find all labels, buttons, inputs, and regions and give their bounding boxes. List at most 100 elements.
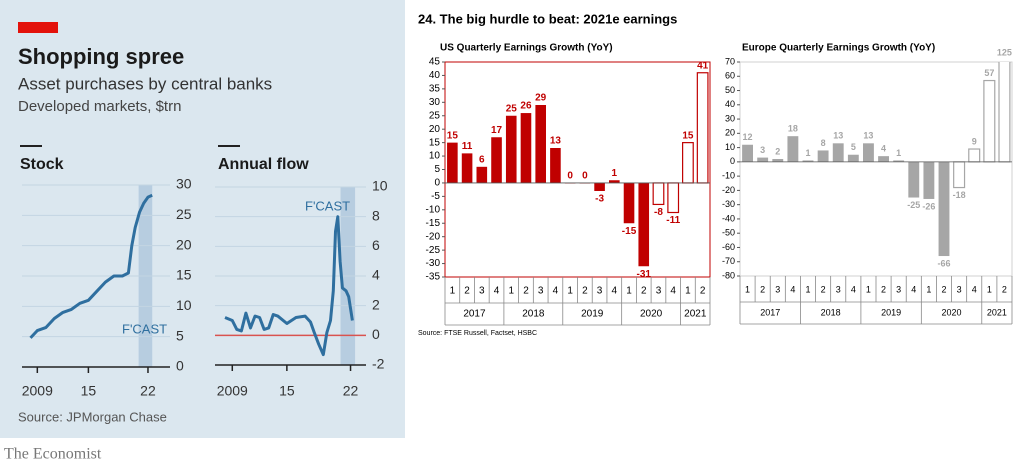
- value-label: 12: [743, 132, 753, 142]
- x-tick-label: 2: [700, 286, 706, 297]
- y-tick-label: 45: [429, 57, 441, 68]
- x-tick-label: 3: [597, 286, 603, 297]
- y-tick-label: 10: [725, 142, 735, 152]
- y-tick-label: -40: [722, 213, 735, 223]
- plot-frame: [739, 61, 1013, 277]
- y-tick-label: -2: [372, 356, 385, 372]
- y-tick-label: 20: [429, 124, 441, 135]
- x-tick-label: 3: [957, 284, 962, 294]
- value-label: -8: [654, 207, 663, 218]
- year-label: 2020: [942, 307, 962, 317]
- y-tick-label: 70: [725, 56, 735, 66]
- title-rule: [20, 145, 42, 147]
- year-label: 2021: [987, 307, 1007, 317]
- value-label: 1: [896, 148, 901, 158]
- bar: [802, 160, 814, 162]
- bar: [638, 182, 650, 267]
- value-label: 5: [851, 142, 856, 152]
- bar: [550, 148, 561, 183]
- value-label: -3: [595, 194, 604, 205]
- x-tick-label: 2: [1002, 284, 1007, 294]
- y-tick-label: 8: [372, 207, 380, 223]
- value-label: 3: [760, 145, 765, 155]
- bar: [623, 182, 635, 224]
- chart-title: US Quarterly Earnings Growth (YoY): [440, 43, 613, 54]
- bar: [609, 180, 620, 183]
- y-tick-label: -20: [426, 231, 441, 242]
- value-label: -15: [622, 226, 637, 237]
- bar: [908, 161, 920, 198]
- value-label: 13: [550, 136, 562, 147]
- y-tick-label: -35: [426, 272, 441, 283]
- y-tick-label: -30: [426, 258, 441, 269]
- value-label: 25: [506, 103, 518, 114]
- y-tick-label: -10: [722, 171, 735, 181]
- y-tick-label: 0: [434, 178, 440, 189]
- y-tick-label: 30: [725, 113, 735, 123]
- y-tick-label: -30: [722, 199, 735, 209]
- year-label: 2019: [881, 307, 901, 317]
- y-tick-label: -5: [431, 191, 440, 202]
- bar: [863, 143, 874, 162]
- bar: [923, 161, 935, 199]
- x-tick-label: 3: [775, 284, 780, 294]
- bar: [652, 182, 665, 206]
- bar: [817, 150, 829, 162]
- y-tick-label: -10: [426, 204, 441, 215]
- x-tick-label: 2009: [22, 383, 53, 399]
- x-tick-label: 1: [866, 284, 871, 294]
- x-tick-label: 4: [670, 286, 676, 297]
- year-label: 2017: [463, 309, 486, 320]
- value-label: 0: [567, 171, 573, 182]
- value-label: 18: [788, 124, 798, 134]
- panel-unit: Developed markets, $trn: [18, 98, 181, 115]
- bars: [742, 62, 1011, 257]
- bar: [594, 182, 605, 191]
- value-label: 9: [972, 136, 977, 146]
- value-label: 11: [462, 141, 473, 152]
- bar: [878, 156, 889, 162]
- x-tick-label: 1: [626, 286, 632, 297]
- source: Source: FTSE Russell, Factset, HSBC: [418, 330, 537, 337]
- bar: [968, 148, 981, 163]
- x-tick-label: 22: [343, 383, 359, 399]
- x-tick-label: 2: [941, 284, 946, 294]
- x-tick-label: 1: [805, 284, 810, 294]
- value-label: 125: [997, 47, 1012, 57]
- y-tick-label: 30: [429, 97, 441, 108]
- value-label: 15: [682, 130, 694, 141]
- year-label: 2018: [821, 307, 841, 317]
- bar: [742, 144, 753, 162]
- value-label: 1: [612, 168, 618, 179]
- value-label: 41: [697, 60, 709, 71]
- x-tick-label: 2009: [217, 383, 248, 399]
- year-label: 2017: [760, 307, 780, 317]
- y-tick-label: 0: [730, 156, 735, 166]
- value-label: -31: [637, 269, 652, 280]
- x-tick-label: 2: [523, 286, 529, 297]
- value-label: 8: [821, 138, 826, 148]
- bar: [983, 79, 996, 163]
- x-tick-label: 4: [612, 286, 618, 297]
- annotation: F'CAST: [122, 321, 167, 336]
- bar: [520, 113, 532, 183]
- value-label: -18: [953, 190, 966, 200]
- year-label: 2020: [640, 309, 663, 320]
- bars: [447, 72, 709, 267]
- bar: [772, 159, 784, 162]
- y-tick-label: -25: [426, 245, 441, 256]
- bar: [998, 62, 1011, 163]
- chart-title: Stock: [20, 156, 64, 173]
- panel-subtitle: Asset purchases by central banks: [18, 74, 272, 93]
- y-tick-label: 15: [176, 267, 192, 283]
- bar: [667, 182, 680, 214]
- x-tick-label: 2: [760, 284, 765, 294]
- bar: [757, 157, 769, 162]
- bar: [847, 154, 859, 162]
- value-label: 6: [479, 154, 485, 165]
- y-tick-label: 5: [176, 327, 184, 343]
- x-tick-label: 22: [140, 383, 156, 399]
- x-tick-label: 1: [685, 286, 691, 297]
- x-tick-label: 4: [851, 284, 856, 294]
- y-tick-label: 50: [725, 85, 735, 95]
